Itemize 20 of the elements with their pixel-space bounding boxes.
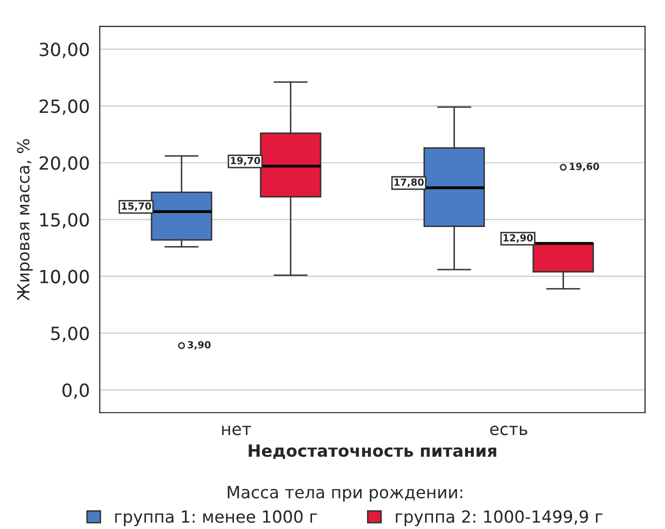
y-tick-label: 20,00: [40, 156, 89, 172]
y-tick-label: 25,00: [40, 99, 89, 115]
annotation: 19,60: [570, 162, 600, 172]
annotation: 19,70: [230, 156, 260, 166]
y-tick-label: 5,00: [51, 326, 89, 342]
y-tick-label: 10,00: [40, 270, 89, 286]
y-tick-label: 0,0: [62, 383, 89, 399]
annotation: 12,90: [504, 234, 533, 243]
legend-label: группа 1: менее 1000 г: [115, 510, 317, 526]
y-tick-label: 15,00: [40, 212, 89, 228]
y-axis-title: Жировая масса, %: [16, 139, 33, 301]
annotation: 17,80: [394, 178, 424, 188]
x-axis-title: Недостаточность питания: [248, 444, 496, 459]
annotation: 3,90: [188, 341, 211, 350]
annotation: 15,70: [122, 202, 152, 211]
y-tick-label: 30,00: [40, 42, 89, 58]
legend-title: Масса тела при рождении:: [228, 486, 462, 502]
legend-label: группа 2: 1000-1499,9 г: [396, 510, 602, 526]
x-tick-label: есть: [490, 426, 528, 436]
x-tick-label: нет: [222, 426, 252, 436]
